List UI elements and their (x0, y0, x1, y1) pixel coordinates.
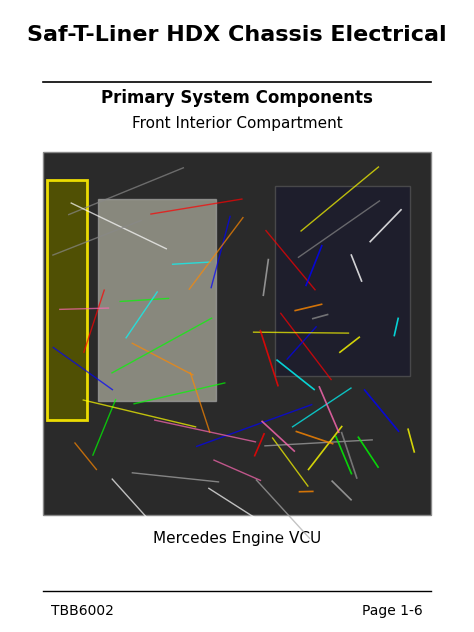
Text: Page 1-6: Page 1-6 (362, 604, 422, 618)
Bar (98, 199, 216, 401)
Bar (47, 180, 87, 420)
Text: Primary System Components: Primary System Components (101, 89, 373, 107)
Bar (275, 186, 410, 376)
Bar (43, 152, 431, 515)
Text: Front Interior Compartment: Front Interior Compartment (132, 116, 342, 131)
Text: TBB6002: TBB6002 (52, 604, 114, 618)
Text: Saf-T-Liner HDX Chassis Electrical: Saf-T-Liner HDX Chassis Electrical (27, 25, 447, 45)
Text: Mercedes Engine VCU: Mercedes Engine VCU (153, 531, 321, 546)
